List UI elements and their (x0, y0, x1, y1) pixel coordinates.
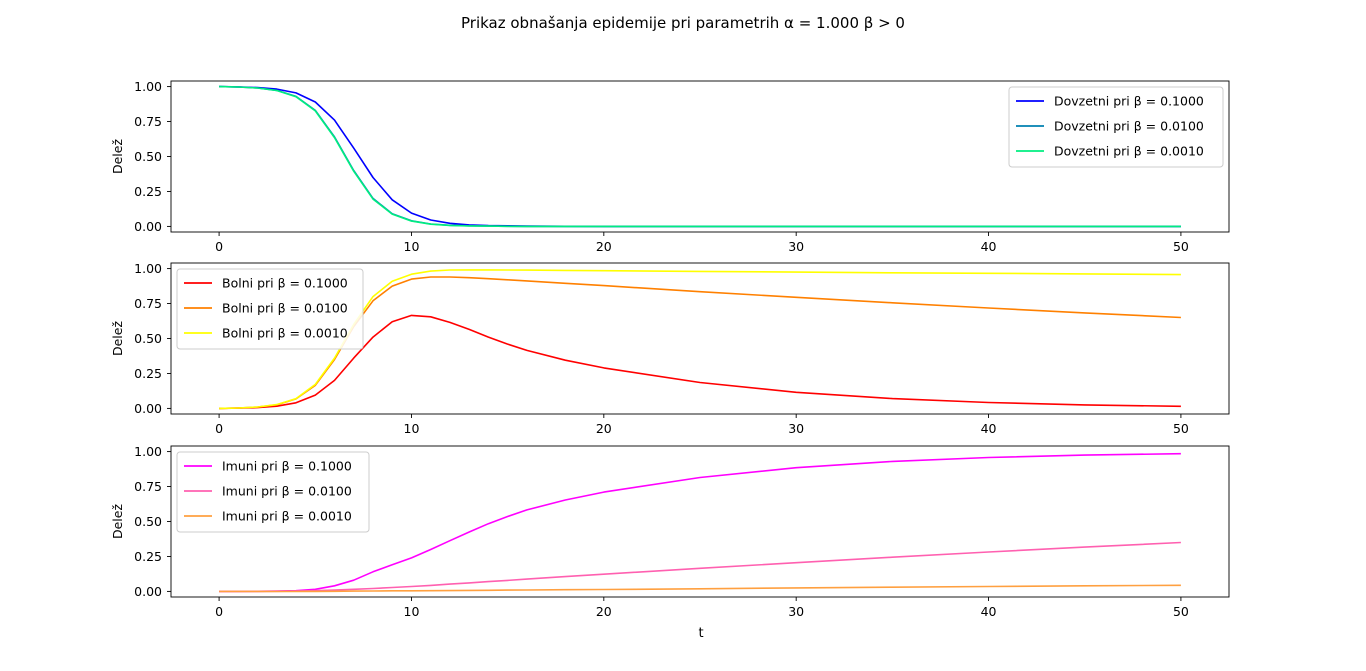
legend: Bolni pri β = 0.1000 Bolni pri β = 0.0100… (176, 268, 364, 350)
legend-label: Bolni pri β = 0.0100 (222, 301, 348, 316)
subplot-2: 0 10 20 30 40 50 0.00 0.25 0.50 0.75 1.00 Delež Boln… (110, 261, 1230, 436)
x-tick-label: 20 (596, 604, 612, 619)
legend: Dovzetni pri β = 0.1000 Dovzetni pri β = … (1008, 86, 1224, 168)
legend-label: Imuni pri β = 0.0010 (222, 509, 352, 524)
y-axis-label: Delež (110, 321, 125, 356)
y-tick-label: 0.00 (134, 401, 162, 416)
x-axis-label: t (698, 626, 703, 641)
series-line-2-1 (219, 314, 1181, 410)
x-tick-label: 30 (788, 239, 804, 254)
y-tick-label: 0.00 (134, 219, 162, 234)
x-tick-label: 30 (788, 604, 804, 619)
x-tick-label: 0 (215, 421, 223, 436)
legend-label: Bolni pri β = 0.1000 (222, 276, 348, 291)
subplot-3: 0 10 20 30 40 50 0.00 0.25 0.50 0.75 1.00 Delež Imun… (110, 444, 1230, 619)
x-tick-label: 0 (215, 604, 223, 619)
subplot-1: 0 10 20 30 40 50 0.00 0.25 0.50 0.75 1.00 Delež Dovz… (110, 79, 1230, 254)
y-axis-label: Delež (110, 139, 125, 174)
legend-label: Imuni pri β = 0.0100 (222, 484, 352, 499)
y-tick-label: 0.75 (134, 114, 162, 129)
y-tick-label: 1.00 (134, 444, 162, 459)
x-tick-label: 40 (981, 604, 997, 619)
y-tick-label: 0.50 (134, 514, 162, 529)
legend-label: Dovzetni pri β = 0.0010 (1054, 144, 1204, 159)
x-tick-label: 40 (981, 239, 997, 254)
x-tick-label: 40 (981, 421, 997, 436)
y-axis-label: Delež (110, 504, 125, 539)
legend-label: Imuni pri β = 0.1000 (222, 459, 352, 474)
legend-label: Bolni pri β = 0.0010 (222, 326, 348, 341)
legend-label: Dovzetni pri β = 0.1000 (1054, 94, 1204, 109)
y-tick-label: 0.75 (134, 296, 162, 311)
x-tick-label: 10 (404, 604, 420, 619)
y-tick-label: 0.75 (134, 479, 162, 494)
y-tick-label: 0.00 (134, 584, 162, 599)
x-tick-label: 50 (1173, 604, 1189, 619)
y-tick-label: 0.50 (134, 331, 162, 346)
x-tick-label: 30 (788, 421, 804, 436)
legend: Imuni pri β = 0.1000 Imuni pri β = 0.0100… (176, 451, 370, 533)
x-tick-label: 20 (596, 239, 612, 254)
x-tick-label: 50 (1173, 421, 1189, 436)
series-line-2-3 (219, 269, 1181, 410)
legend-box (176, 268, 364, 350)
legend-label: Dovzetni pri β = 0.0100 (1054, 119, 1204, 134)
y-tick-label: 0.25 (134, 366, 162, 381)
legend-box (1008, 86, 1224, 168)
y-tick-label: 0.25 (134, 184, 162, 199)
y-tick-label: 1.00 (134, 261, 162, 276)
series-line-3-3 (219, 584, 1181, 593)
y-tick-label: 0.50 (134, 149, 162, 164)
x-tick-label: 10 (404, 239, 420, 254)
figure-title: Prikaz obnašanja epidemije pri parametri… (461, 14, 905, 32)
x-tick-label: 0 (215, 239, 223, 254)
x-tick-label: 10 (404, 421, 420, 436)
legend-box (176, 451, 370, 533)
y-tick-label: 1.00 (134, 79, 162, 94)
y-tick-label: 0.25 (134, 549, 162, 564)
series-line-3-2 (219, 541, 1181, 593)
x-tick-label: 20 (596, 421, 612, 436)
series-line-1-3 (219, 85, 1181, 228)
x-tick-label: 50 (1173, 239, 1189, 254)
